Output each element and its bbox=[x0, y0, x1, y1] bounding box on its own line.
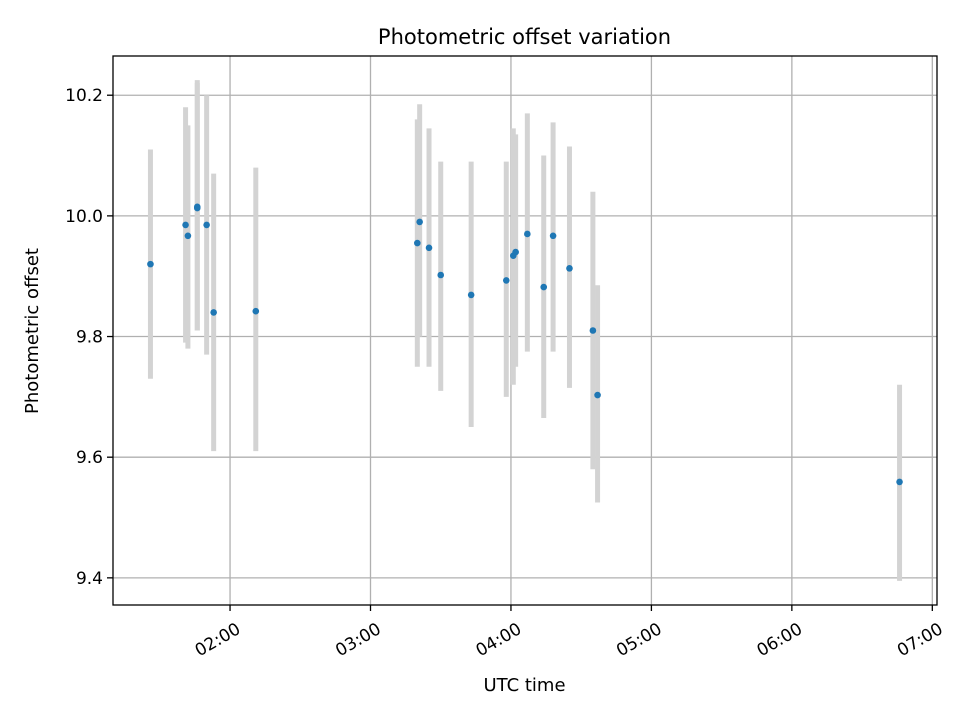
data-point bbox=[210, 309, 217, 316]
y-axis-label: Photometric offset bbox=[22, 248, 43, 414]
plot-frame bbox=[112, 55, 938, 606]
data-point bbox=[414, 239, 421, 247]
data-points bbox=[147, 203, 903, 486]
y-tick-label: 9.8 bbox=[76, 328, 103, 348]
grid bbox=[113, 56, 937, 605]
data-point bbox=[896, 478, 903, 486]
chart-title: Photometric offset variation bbox=[378, 25, 671, 49]
plot-area bbox=[112, 55, 938, 606]
data-point bbox=[184, 232, 192, 240]
x-axis-label: UTC time bbox=[483, 675, 565, 696]
data-point bbox=[203, 221, 210, 229]
data-point bbox=[524, 230, 531, 238]
data-point bbox=[147, 260, 154, 268]
y-tick-label: 10.0 bbox=[65, 207, 103, 227]
y-tick-label: 9.6 bbox=[76, 448, 103, 468]
y-tick-label: 9.4 bbox=[76, 569, 103, 589]
data-point bbox=[437, 271, 445, 279]
data-point bbox=[182, 221, 189, 229]
data-point bbox=[252, 307, 260, 315]
data-point bbox=[193, 203, 201, 211]
data-point bbox=[566, 265, 573, 272]
y-tick-label: 10.2 bbox=[65, 86, 103, 106]
data-point bbox=[502, 277, 510, 284]
data-point bbox=[594, 391, 601, 399]
data-point bbox=[589, 327, 597, 334]
data-point bbox=[425, 244, 433, 252]
y-axis: 9.4 9.6 9.8 10.0 10.2 bbox=[65, 86, 113, 589]
data-point bbox=[512, 248, 519, 256]
data-point bbox=[540, 283, 548, 291]
data-point bbox=[549, 232, 557, 240]
data-point bbox=[467, 291, 475, 299]
data-point bbox=[416, 218, 423, 226]
